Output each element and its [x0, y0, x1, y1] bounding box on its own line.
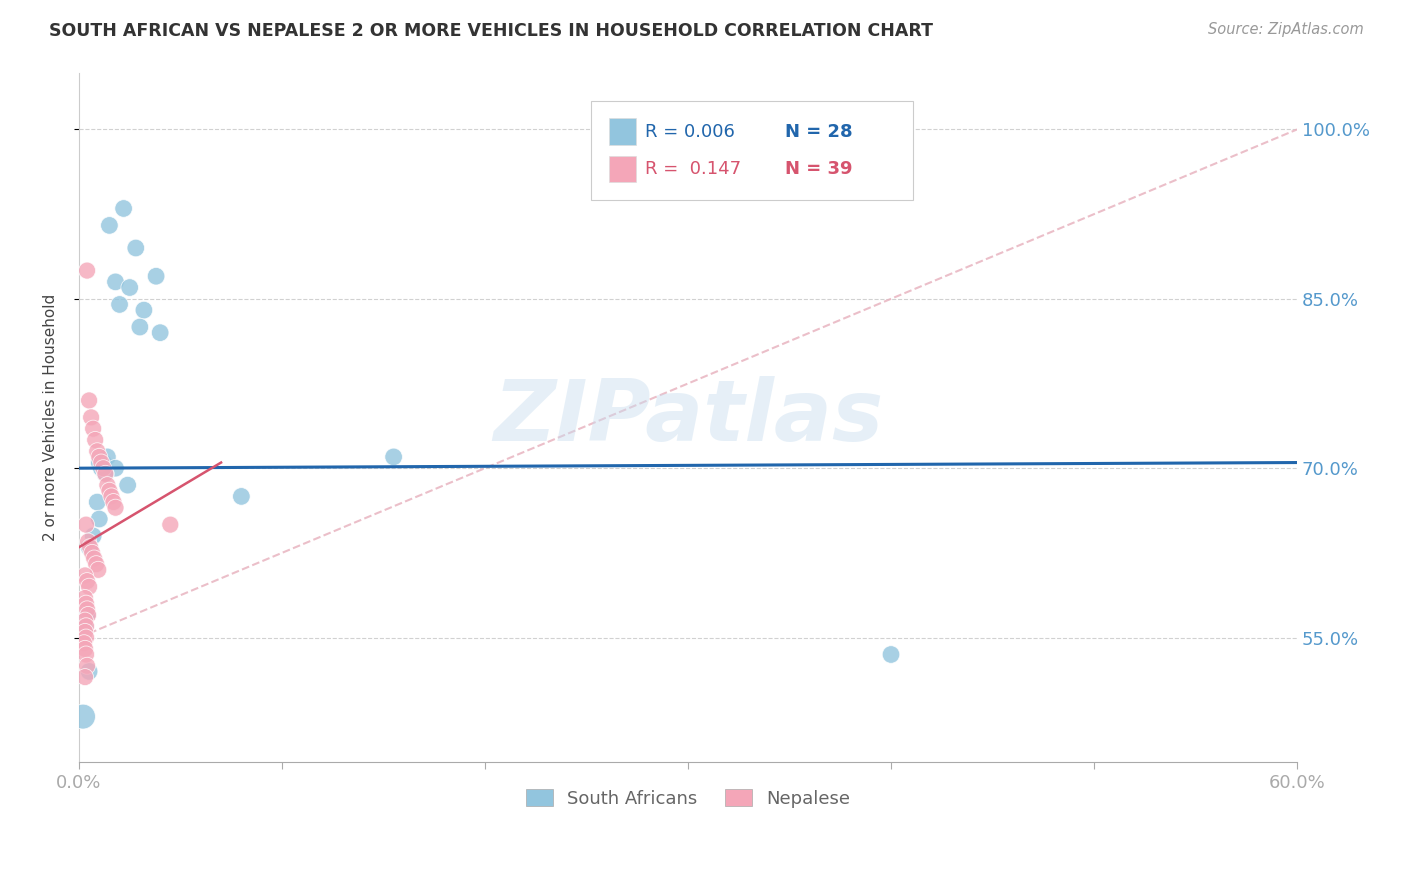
- Point: [90, 461, 112, 475]
- Point: [82, 546, 104, 560]
- Text: R = 0.006: R = 0.006: [645, 122, 735, 141]
- FancyBboxPatch shape: [609, 119, 636, 145]
- Y-axis label: 2 or more Vehicles in Household: 2 or more Vehicles in Household: [44, 293, 58, 541]
- Point: [94, 467, 117, 481]
- Point: [75, 619, 97, 633]
- Point: [75, 517, 97, 532]
- Point: [103, 495, 125, 509]
- Point: [73, 624, 96, 639]
- FancyBboxPatch shape: [609, 156, 636, 183]
- Point: [76, 607, 98, 622]
- Point: [104, 275, 127, 289]
- Point: [75, 631, 97, 645]
- Point: [145, 269, 167, 284]
- Point: [118, 280, 141, 294]
- Point: [125, 241, 148, 255]
- Point: [73, 641, 96, 656]
- Point: [104, 500, 127, 515]
- Point: [73, 619, 96, 633]
- Point: [86, 444, 108, 458]
- Point: [96, 450, 118, 464]
- Point: [104, 461, 127, 475]
- Point: [87, 563, 110, 577]
- Point: [149, 326, 172, 340]
- Point: [90, 456, 112, 470]
- Point: [76, 574, 98, 588]
- Point: [79, 540, 101, 554]
- Point: [84, 557, 107, 571]
- Point: [98, 483, 121, 498]
- Point: [77, 607, 100, 622]
- Point: [77, 665, 100, 679]
- Point: [86, 495, 108, 509]
- Point: [98, 219, 121, 233]
- Point: [73, 591, 96, 605]
- Point: [84, 433, 107, 447]
- Point: [91, 461, 114, 475]
- Point: [89, 512, 111, 526]
- Point: [77, 540, 100, 554]
- Point: [82, 422, 104, 436]
- Point: [89, 450, 111, 464]
- Point: [880, 648, 903, 662]
- Point: [96, 478, 118, 492]
- Point: [108, 297, 131, 311]
- Point: [76, 602, 98, 616]
- Point: [128, 320, 150, 334]
- Point: [75, 648, 97, 662]
- Text: Source: ZipAtlas.com: Source: ZipAtlas.com: [1208, 22, 1364, 37]
- Text: ZIPatlas: ZIPatlas: [494, 376, 883, 458]
- Point: [100, 490, 122, 504]
- Legend: South Africans, Nepalese: South Africans, Nepalese: [519, 781, 858, 814]
- Point: [231, 490, 253, 504]
- Point: [382, 450, 405, 464]
- Point: [73, 636, 96, 650]
- Point: [91, 456, 114, 470]
- Point: [73, 568, 96, 582]
- Text: SOUTH AFRICAN VS NEPALESE 2 OR MORE VEHICLES IN HOUSEHOLD CORRELATION CHART: SOUTH AFRICAN VS NEPALESE 2 OR MORE VEHI…: [49, 22, 934, 40]
- Point: [132, 303, 155, 318]
- Point: [89, 456, 111, 470]
- Point: [72, 709, 94, 723]
- Point: [76, 658, 98, 673]
- Text: N = 28: N = 28: [786, 122, 853, 141]
- Point: [77, 534, 100, 549]
- FancyBboxPatch shape: [591, 101, 914, 201]
- Text: N = 39: N = 39: [786, 161, 853, 178]
- Point: [75, 597, 97, 611]
- Point: [94, 467, 117, 481]
- Point: [80, 410, 103, 425]
- Point: [159, 517, 181, 532]
- Point: [76, 263, 98, 277]
- Point: [73, 614, 96, 628]
- Point: [77, 580, 100, 594]
- Point: [73, 670, 96, 684]
- Point: [83, 551, 105, 566]
- Point: [112, 202, 135, 216]
- Text: R =  0.147: R = 0.147: [645, 161, 741, 178]
- Point: [77, 393, 100, 408]
- Point: [117, 478, 139, 492]
- Point: [82, 529, 104, 543]
